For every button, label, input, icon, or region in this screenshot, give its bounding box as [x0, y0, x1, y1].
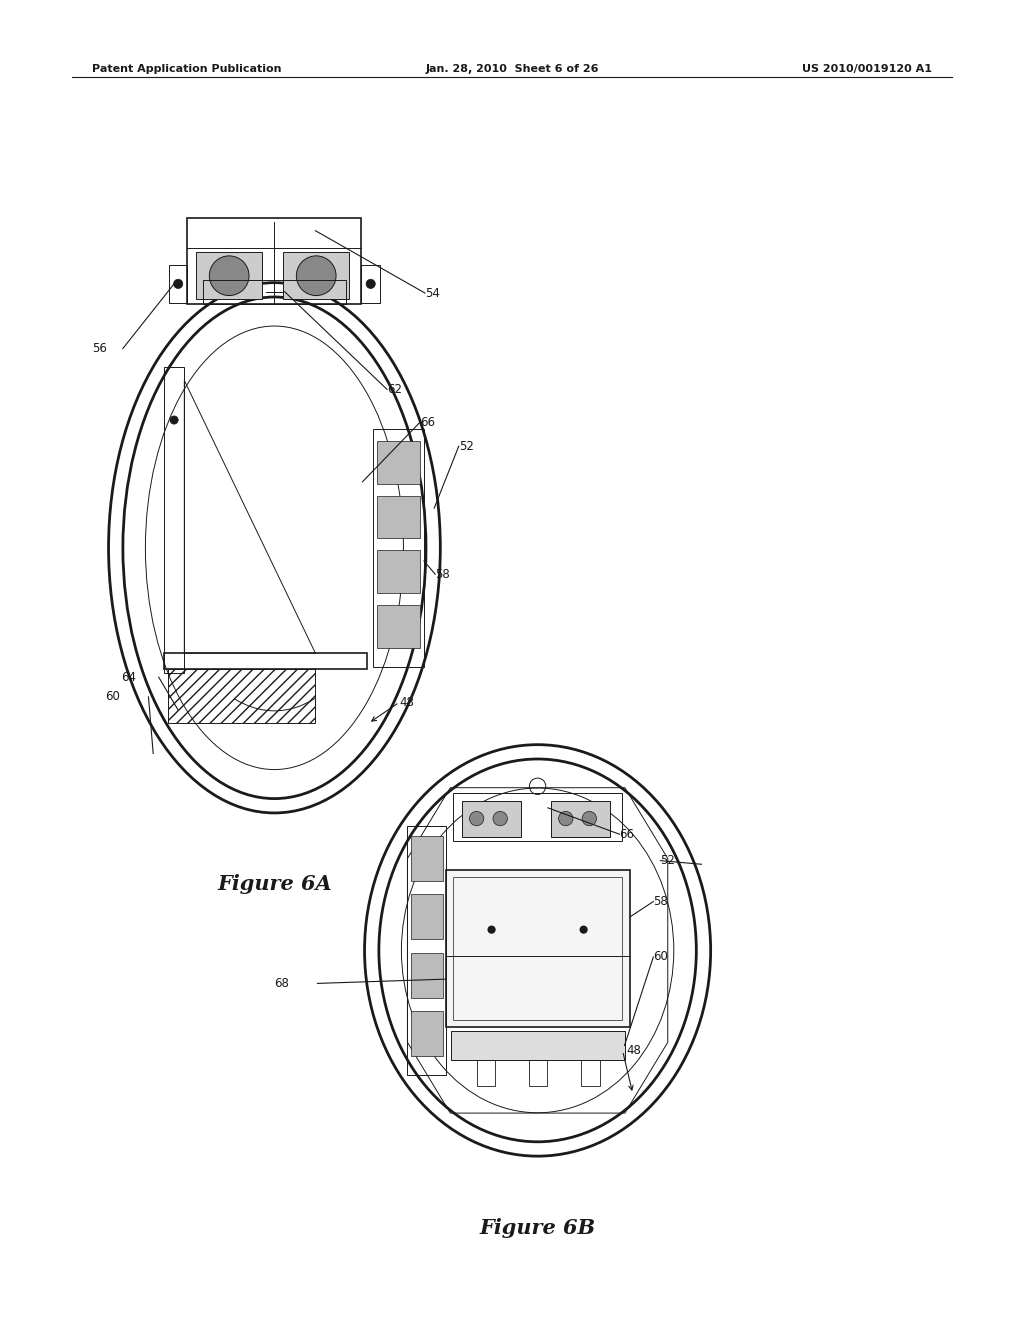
Bar	[377, 495, 420, 539]
Bar	[462, 801, 521, 837]
Circle shape	[487, 925, 496, 933]
Bar	[187, 218, 361, 304]
Text: 62: 62	[387, 383, 402, 396]
Circle shape	[367, 280, 376, 289]
Text: 58: 58	[435, 568, 450, 581]
Bar	[453, 876, 623, 1020]
Circle shape	[469, 812, 483, 826]
Bar	[361, 264, 380, 304]
Bar	[411, 836, 443, 880]
Bar	[411, 953, 443, 998]
Text: 58: 58	[653, 895, 668, 908]
Bar	[477, 1060, 496, 1086]
Text: 66: 66	[620, 828, 635, 841]
Circle shape	[170, 416, 178, 424]
Text: Patent Application Publication: Patent Application Publication	[92, 63, 282, 74]
Bar	[377, 605, 420, 648]
Text: 60: 60	[653, 950, 669, 964]
Text: 60: 60	[105, 690, 121, 704]
Circle shape	[580, 925, 588, 933]
Text: 66: 66	[420, 416, 435, 429]
Bar	[445, 870, 630, 1027]
Text: 56: 56	[92, 342, 108, 355]
Text: 48: 48	[627, 1044, 642, 1057]
Bar	[373, 429, 424, 667]
Bar	[408, 826, 446, 1074]
Bar	[197, 252, 262, 300]
Bar	[581, 1060, 599, 1086]
Bar	[411, 1011, 443, 1056]
Circle shape	[559, 812, 573, 826]
Circle shape	[296, 256, 336, 296]
Circle shape	[209, 256, 249, 296]
Circle shape	[493, 812, 507, 826]
Bar	[164, 653, 367, 669]
Circle shape	[583, 812, 597, 826]
Text: Figure 6A: Figure 6A	[217, 874, 332, 895]
Bar	[377, 441, 420, 483]
Bar	[169, 264, 187, 304]
Bar	[283, 252, 349, 300]
Text: 68: 68	[274, 977, 290, 990]
Text: 52: 52	[459, 440, 474, 453]
Text: Figure 6B: Figure 6B	[479, 1217, 596, 1238]
Text: 48: 48	[399, 696, 415, 709]
Bar	[551, 801, 610, 837]
Bar	[377, 550, 420, 593]
Bar	[529, 1060, 548, 1086]
Bar	[164, 367, 184, 673]
Text: US 2010/0019120 A1: US 2010/0019120 A1	[802, 63, 932, 74]
Circle shape	[174, 280, 183, 289]
Text: Jan. 28, 2010  Sheet 6 of 26: Jan. 28, 2010 Sheet 6 of 26	[425, 63, 599, 74]
Bar	[454, 793, 622, 841]
Bar	[411, 895, 443, 940]
Bar	[451, 1031, 625, 1060]
Text: 54: 54	[425, 286, 440, 300]
Text: 52: 52	[660, 854, 676, 867]
Text: 64: 64	[121, 671, 136, 684]
Bar	[203, 280, 346, 304]
